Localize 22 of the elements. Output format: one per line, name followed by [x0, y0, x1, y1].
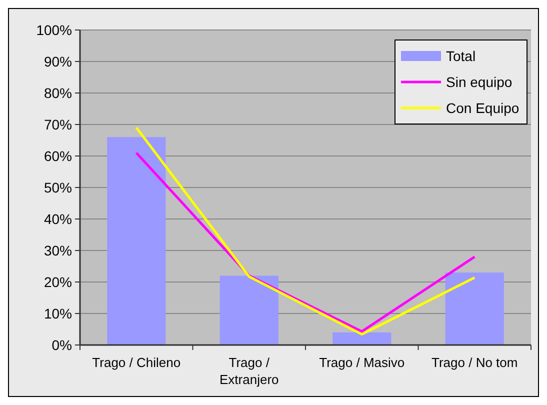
- y-tick-label: 100%: [36, 22, 72, 38]
- x-tick-label: Trago / Chileno: [92, 355, 181, 370]
- legend-label: Con Equipo: [446, 100, 520, 116]
- x-tick-label: Trago / Extranjero: [220, 355, 279, 387]
- x-tick-label: Trago / Masivo: [319, 355, 405, 370]
- y-tick-label: 20%: [44, 274, 72, 290]
- bar: [220, 276, 278, 345]
- bar: [445, 272, 504, 345]
- legend-label: Sin equipo: [446, 74, 512, 90]
- y-tick-label: 80%: [44, 84, 72, 101]
- y-tick-label: 70%: [44, 116, 72, 132]
- y-tick-label: 10%: [44, 305, 72, 322]
- y-tick-label: 40%: [44, 210, 72, 227]
- y-tick-label: 50%: [44, 179, 72, 196]
- y-tick-label: 90%: [44, 53, 72, 70]
- bar: [107, 137, 166, 345]
- y-tick-label: 0%: [52, 336, 72, 353]
- x-tick-label: Trago / No tom: [432, 355, 518, 370]
- bar: [332, 332, 392, 345]
- y-tick-label: 60%: [44, 148, 72, 164]
- legend-label: Total: [446, 48, 476, 64]
- y-tick-label: 30%: [44, 242, 72, 258]
